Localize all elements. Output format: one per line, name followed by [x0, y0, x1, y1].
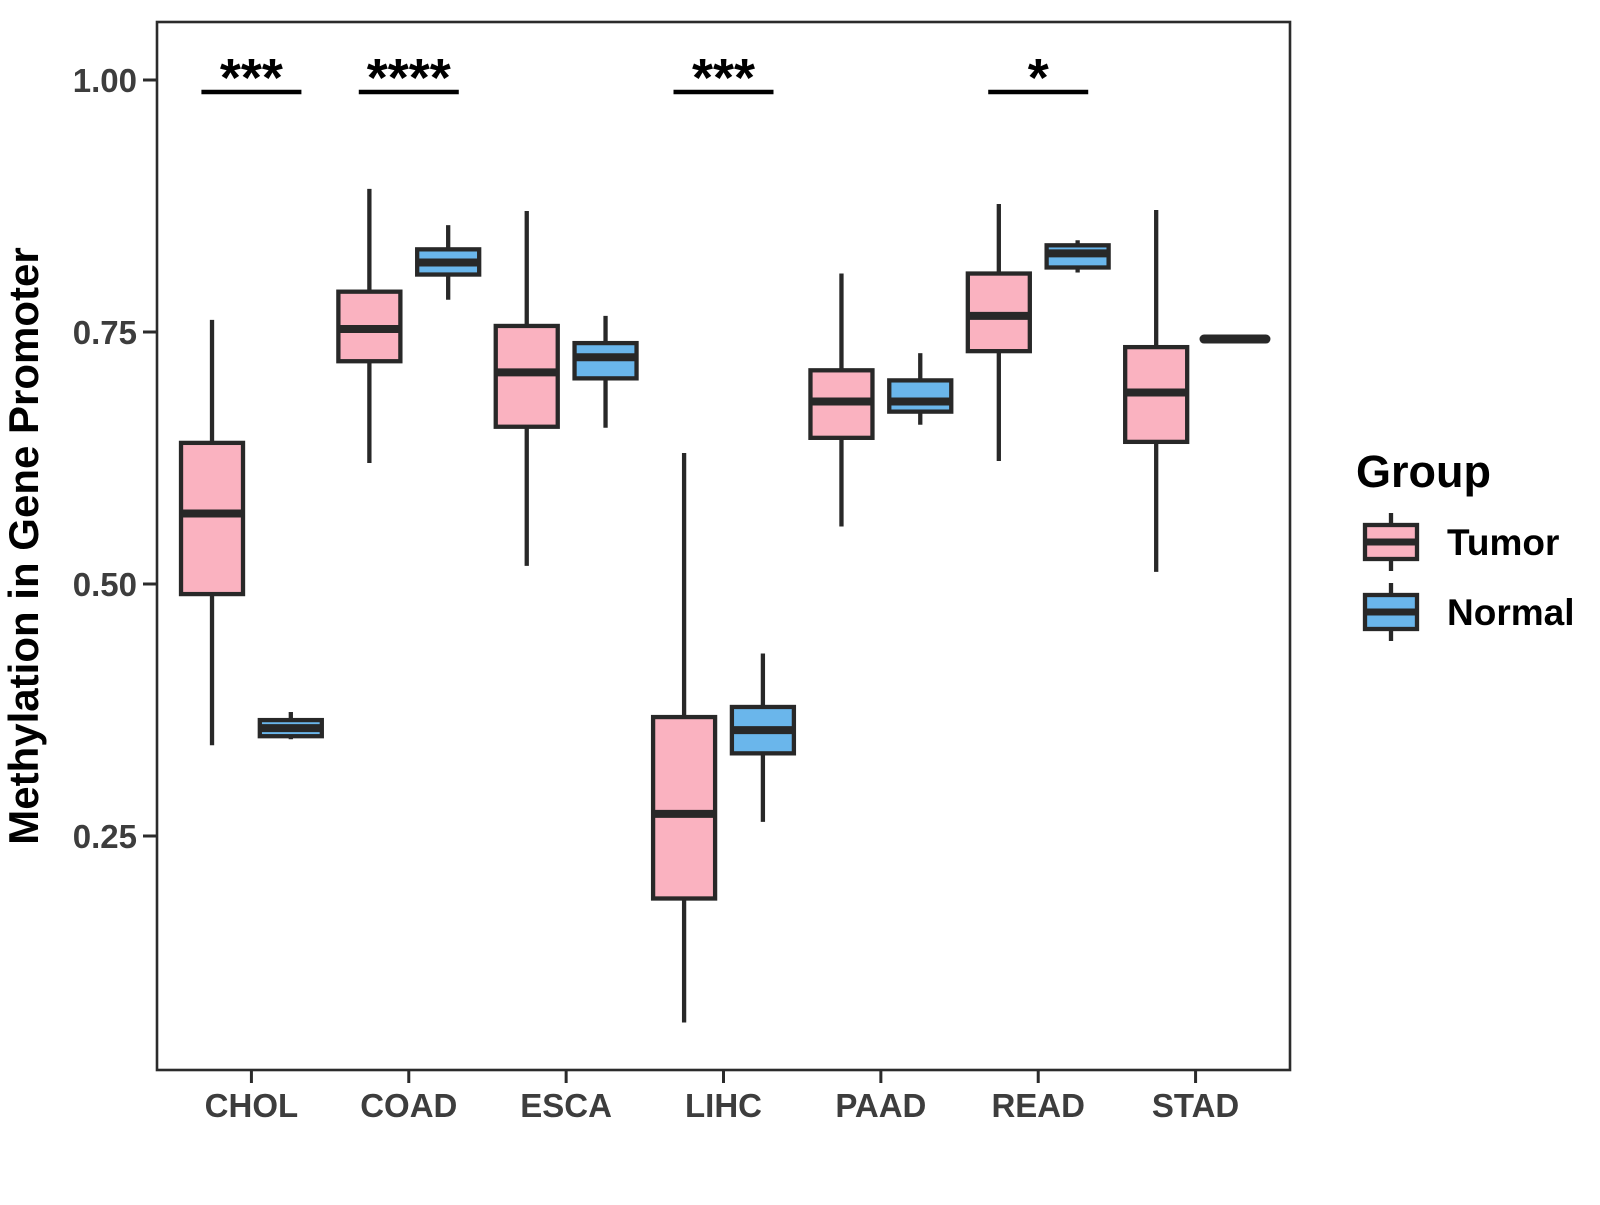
legend-title: Group: [1356, 446, 1491, 497]
legend-label-normal: Normal: [1447, 592, 1574, 633]
legend-label-tumor: Tumor: [1447, 522, 1559, 563]
x-tick-label-LIHC: LIHC: [685, 1087, 762, 1124]
legend-entry-normal: Normal: [1362, 583, 1574, 641]
panel-border: [155, 20, 1292, 1072]
box-CHOL-tumor: [178, 440, 246, 597]
x-tick-label-ESCA: ESCA: [520, 1087, 612, 1124]
y-tick-label-0.50: 0.50: [73, 566, 137, 603]
box-PAAD-normal: [887, 378, 954, 414]
significance-label-COAD: ****: [367, 48, 451, 108]
x-tick-label-READ: READ: [991, 1087, 1085, 1124]
x-tick-label-PAAD: PAAD: [835, 1087, 926, 1124]
x-tick-label-COAD: COAD: [360, 1087, 457, 1124]
significance-label-READ: *: [1028, 48, 1049, 108]
x-tick-label-CHOL: CHOL: [205, 1087, 299, 1124]
significance-label-CHOL: ***: [220, 48, 283, 108]
y-tick-label-1.00: 1.00: [73, 62, 137, 99]
legend-entry-tumor: Tumor: [1362, 513, 1559, 571]
y-axis-title: Methylation in Gene Promoter: [0, 247, 47, 844]
x-tick-label-STAD: STAD: [1152, 1087, 1239, 1124]
box-LIHC-tumor: [650, 714, 718, 901]
significance-label-LIHC: ***: [692, 48, 755, 108]
legend: Tumor Normal: [1362, 513, 1574, 641]
plot-area: CHOL COAD ESCA LIHC PAAD READ STAD 1.00 0.75 0.50…: [73, 20, 1292, 1124]
y-tick-label-0.75: 0.75: [73, 314, 137, 351]
y-tick-label-0.25: 0.25: [73, 818, 137, 855]
box-ESCA-tumor: [493, 323, 560, 429]
